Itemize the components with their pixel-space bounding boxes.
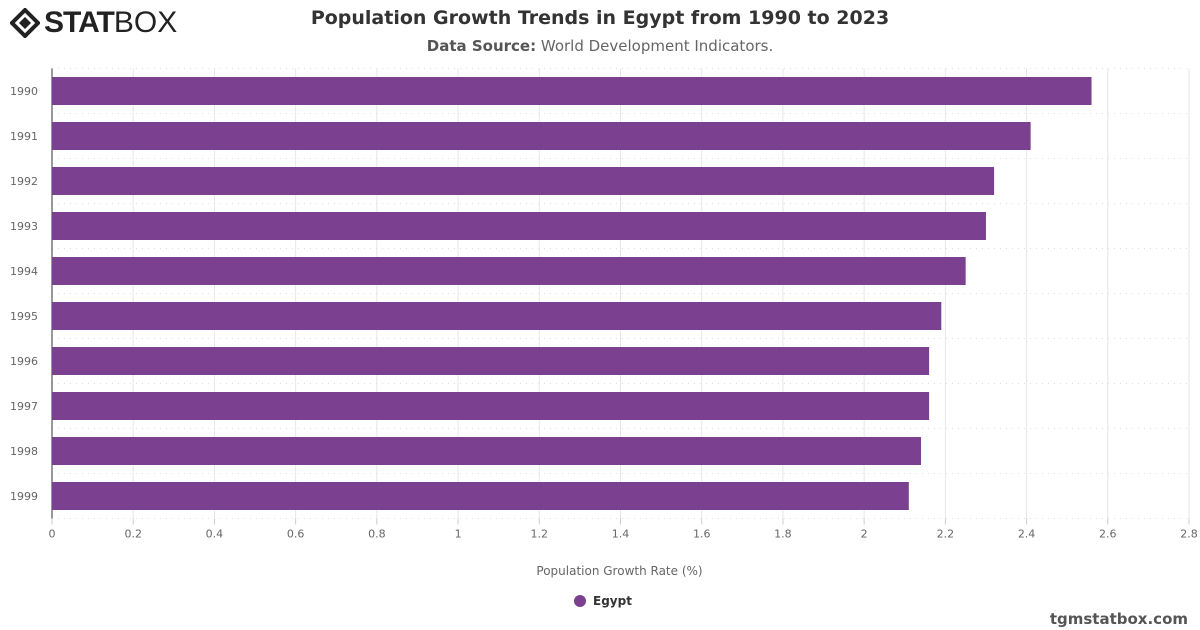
y-tick-label: 1999 — [10, 490, 38, 503]
bar-1995 — [52, 302, 942, 330]
x-tick-label: 0 — [49, 528, 56, 541]
bar-1998 — [52, 437, 921, 465]
x-tick-label: 2.6 — [1099, 528, 1117, 541]
bar-1994 — [52, 257, 966, 285]
site-credit: tgmstatbox.com — [1049, 610, 1188, 628]
legend-label: Egypt — [593, 594, 632, 608]
x-tick-label: 2.4 — [1018, 528, 1036, 541]
statbox-logo: STAT BOX — [10, 6, 177, 40]
y-tick-label: 1992 — [10, 175, 38, 188]
x-tick-label: 1.4 — [612, 528, 630, 541]
y-tick-label: 1997 — [10, 400, 38, 413]
y-tick-label: 1993 — [10, 220, 38, 233]
x-axis-title: Population Growth Rate (%) — [536, 564, 702, 578]
legend-marker — [574, 595, 586, 607]
x-tick-label: 1.6 — [693, 528, 711, 541]
x-tick-label: 0.2 — [124, 528, 142, 541]
x-tick-label: 0.4 — [206, 528, 224, 541]
x-tick-label: 2.8 — [1180, 528, 1198, 541]
x-tick-label: 0.6 — [287, 528, 305, 541]
source-label: Data Source: — [426, 37, 537, 55]
legend-item-egypt[interactable]: Egypt — [574, 594, 632, 608]
bar-1997 — [52, 392, 930, 420]
x-tick-label: 2 — [861, 528, 868, 541]
bar-1996 — [52, 347, 930, 375]
diamond-logo-icon — [10, 8, 40, 38]
y-tick-label: 1991 — [10, 130, 38, 143]
x-tick-label: 1.2 — [531, 528, 549, 541]
logo-light-text: BOX — [113, 6, 178, 39]
x-tick-label: 2.2 — [937, 528, 955, 541]
logo-bold-text: STAT — [44, 6, 115, 39]
bar-1993 — [52, 212, 986, 240]
x-tick-label: 0.8 — [368, 528, 386, 541]
bar-1999 — [52, 482, 909, 510]
y-tick-label: 1996 — [10, 355, 38, 368]
source-value: World Development Indicators. — [540, 37, 774, 55]
y-tick-label: 1995 — [10, 310, 38, 323]
bar-1990 — [52, 77, 1092, 105]
y-tick-label: 1994 — [10, 265, 38, 278]
chart-title: Population Growth Trends in Egypt from 1… — [310, 7, 890, 29]
x-tick-label: 1.8 — [774, 528, 792, 541]
x-tick-label: 1 — [455, 528, 462, 541]
bar-1992 — [52, 167, 995, 195]
y-tick-label: 1998 — [10, 445, 38, 458]
chart-subtitle: Data Source: World Development Indicator… — [0, 37, 1200, 55]
y-tick-label: 1990 — [10, 85, 38, 98]
bar-1991 — [52, 122, 1031, 150]
